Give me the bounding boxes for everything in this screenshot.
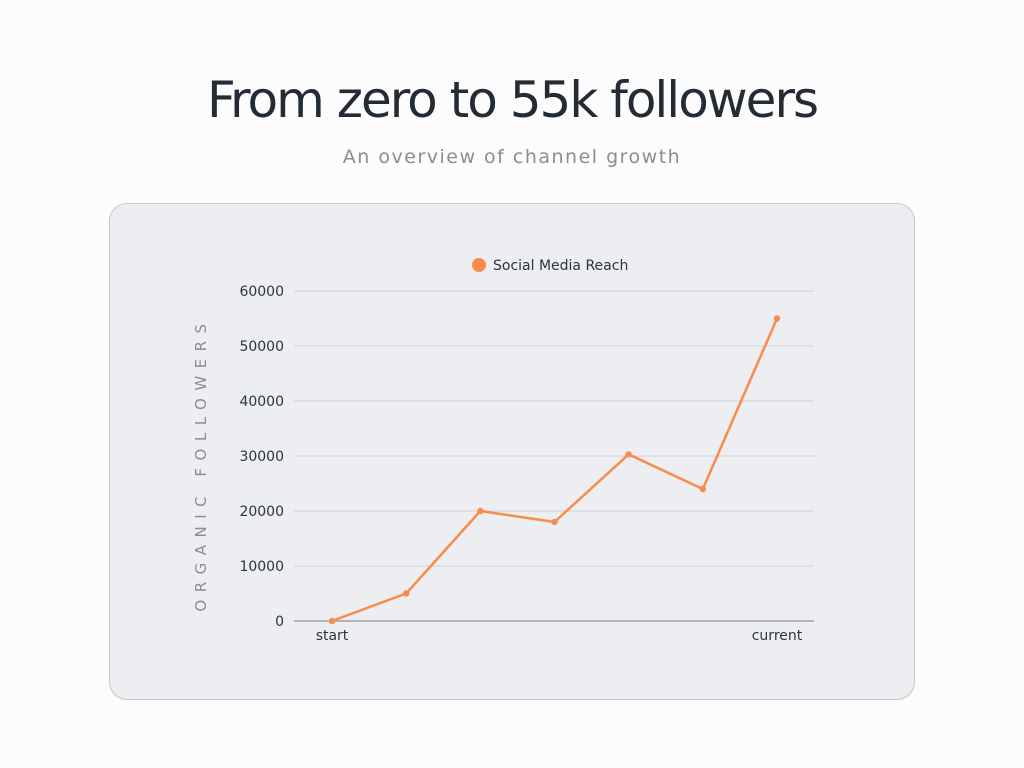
y-tick-label: 30000	[239, 449, 284, 465]
y-tick-label: 20000	[239, 504, 284, 520]
line-chart: 0 10000 20000 30000 40000 50000 60000 start curr…	[192, 258, 814, 644]
x-tick-label: start	[316, 628, 349, 644]
data-point	[773, 315, 781, 322]
y-tick-label: 0	[275, 614, 284, 630]
y-axis-label: ORGANIC FOLLOWERS	[192, 316, 210, 611]
data-point	[699, 485, 707, 493]
data-point	[625, 451, 632, 458]
y-tick-label: 10000	[239, 559, 284, 575]
chart-card: 0 10000 20000 30000 40000 50000 60000 start curr…	[109, 203, 915, 700]
y-tick-label: 40000	[239, 394, 284, 410]
tick-labels: 0 10000 20000 30000 40000 50000 60000 start curr…	[192, 284, 803, 644]
x-tick-label: current	[752, 628, 803, 644]
grid-lines	[294, 290, 814, 567]
data-point	[551, 518, 558, 526]
data-point	[328, 617, 336, 625]
series-layer	[328, 315, 781, 625]
data-point	[402, 590, 410, 597]
page-subtitle: An overview of channel growth	[342, 146, 682, 168]
data-point	[477, 507, 484, 515]
series-line	[330, 317, 779, 623]
legend-label: Social Media Reach	[493, 258, 628, 274]
y-tick-label: 60000	[239, 284, 284, 300]
legend: Social Media Reach	[472, 258, 628, 274]
page-title: From zero to 55k followers	[206, 71, 819, 129]
y-tick-label: 50000	[239, 339, 284, 355]
legend-marker	[472, 258, 486, 272]
